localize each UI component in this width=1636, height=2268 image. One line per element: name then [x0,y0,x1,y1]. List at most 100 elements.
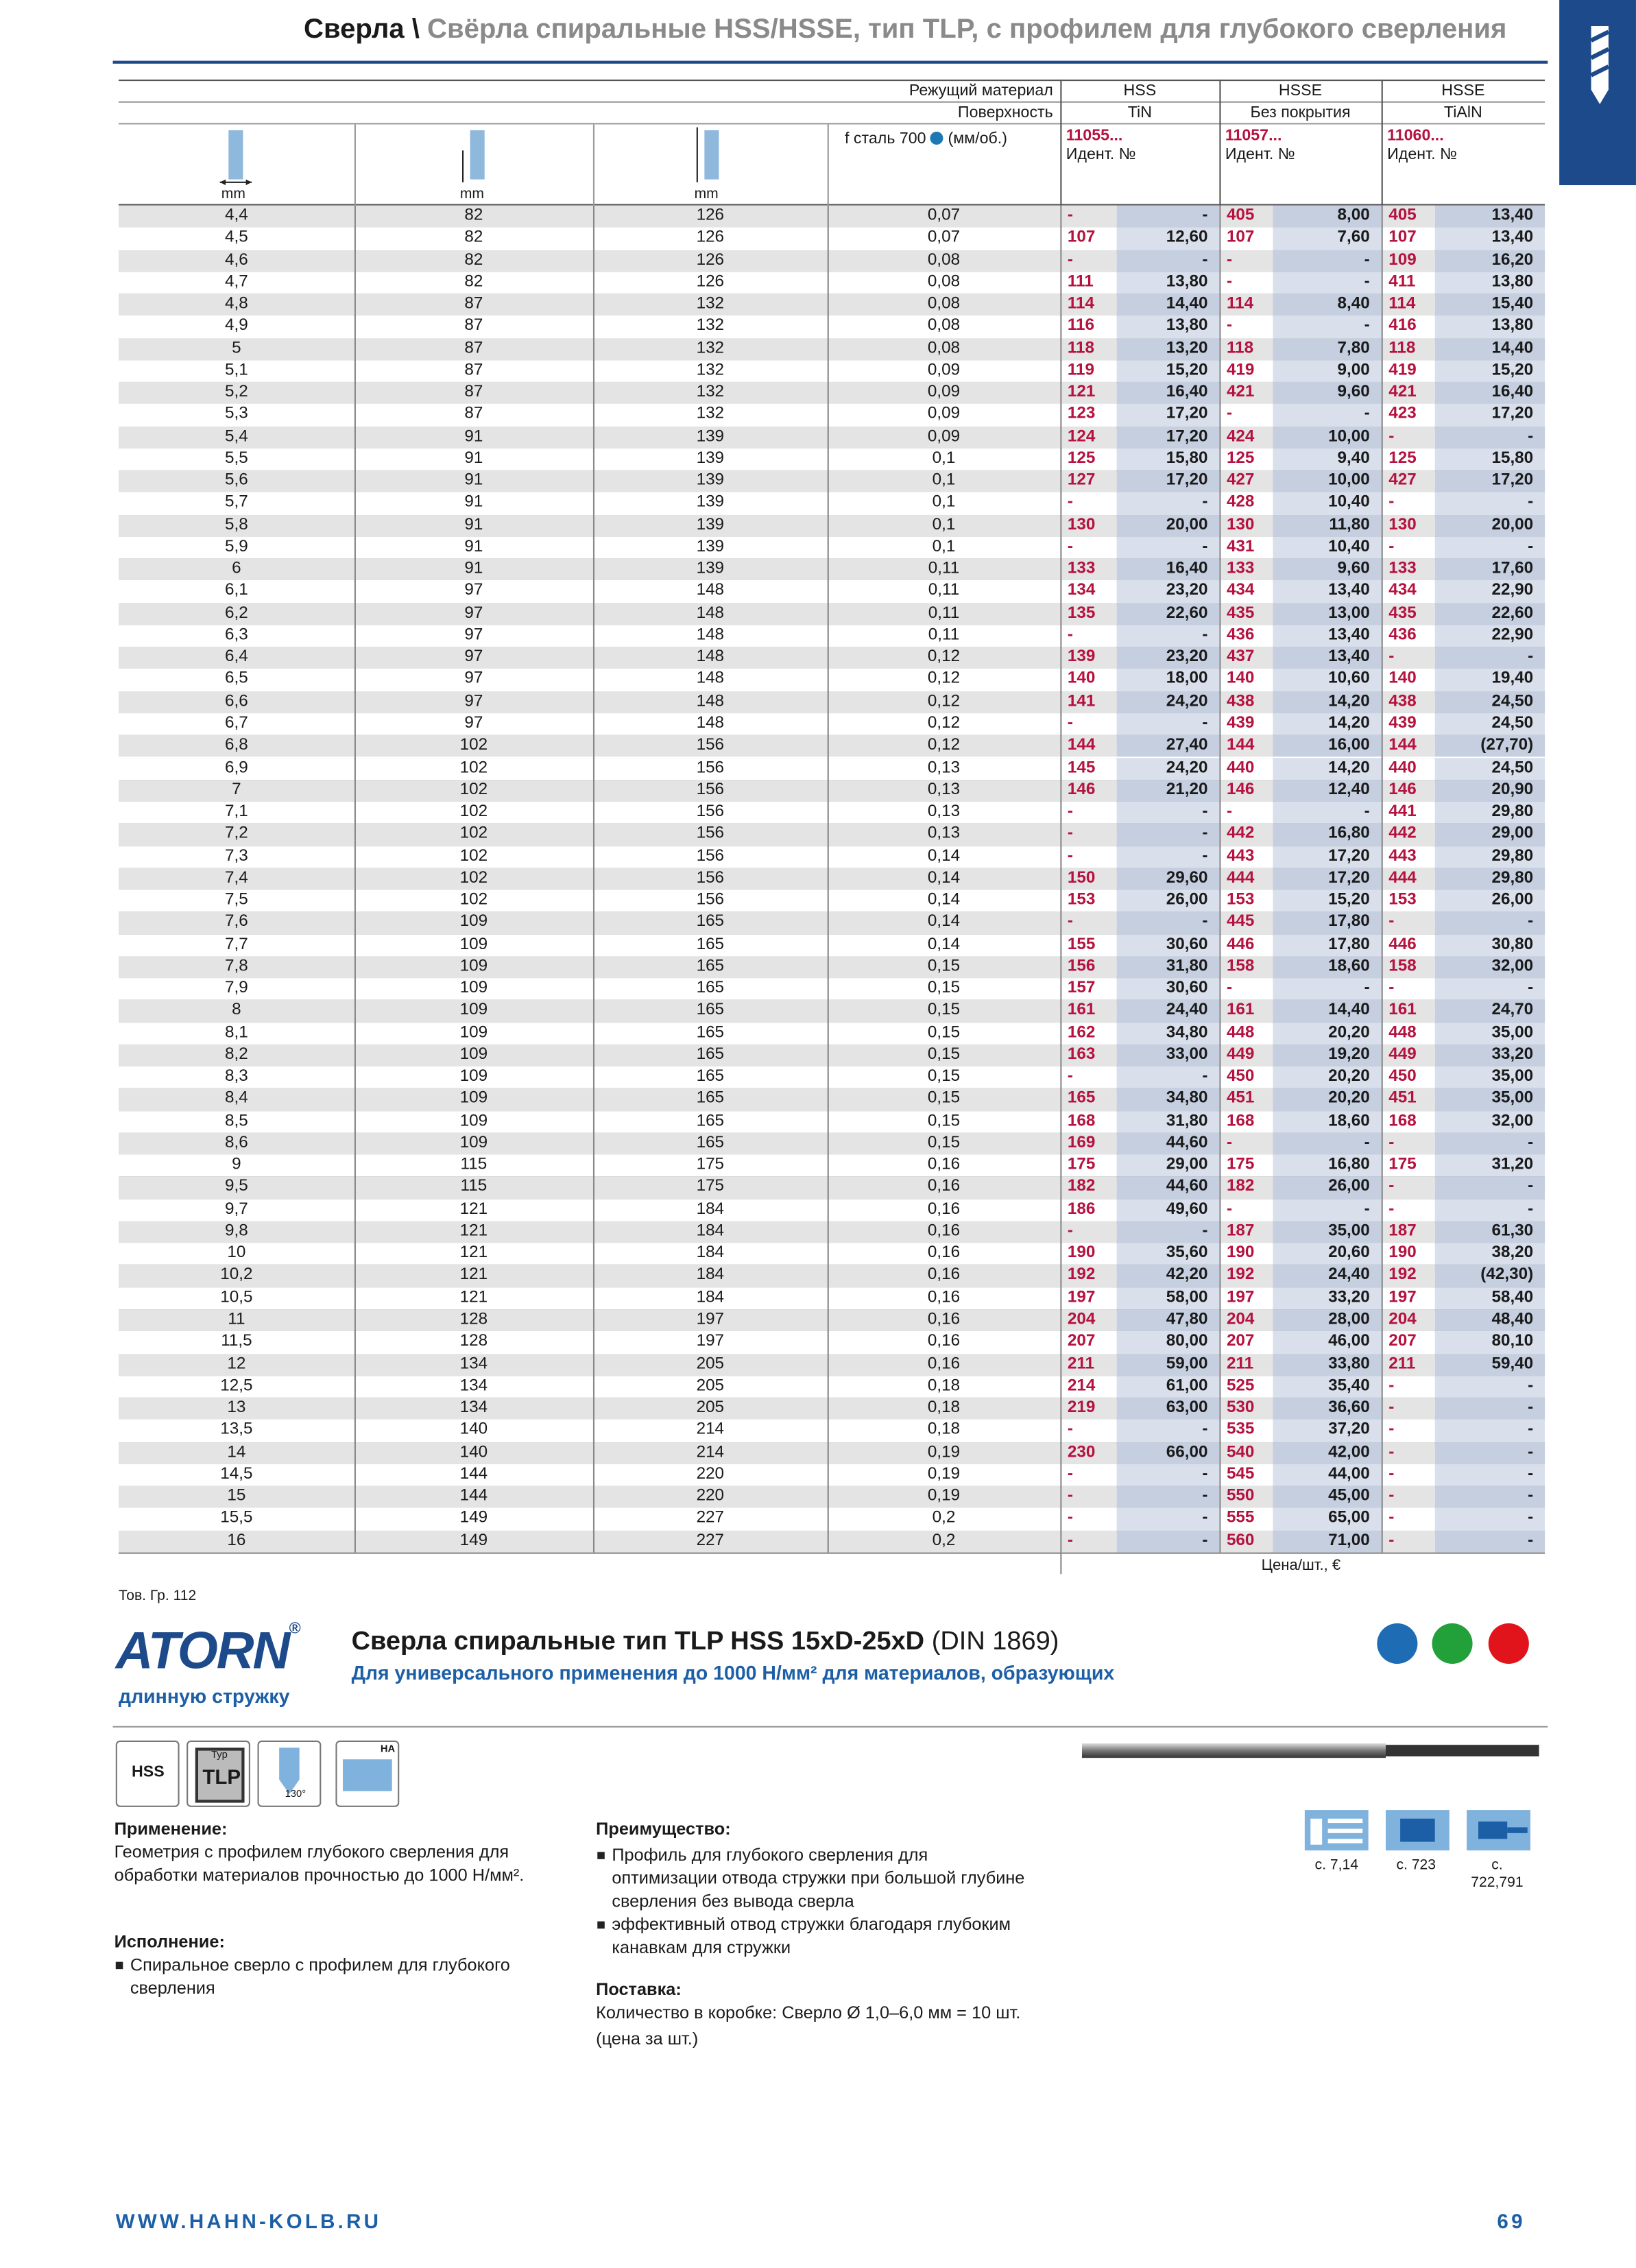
cell: 102 [354,801,593,824]
cell: 7,8 [118,956,354,979]
cell: 165 [592,1022,828,1045]
cell: 31,80 [1116,1110,1220,1133]
cell: 149 [354,1530,593,1553]
heading: Исполнение: [114,1931,225,1952]
cell: 190 [1219,1243,1273,1265]
cell: 14,40 [1116,294,1220,316]
cell: 8,00 [1273,205,1382,228]
cell: 102 [354,757,593,780]
cell: - [1381,1442,1435,1464]
cell: 148 [592,625,828,647]
cell: 17,80 [1273,933,1382,957]
cell: 102 [354,735,593,758]
cell: 16,40 [1434,382,1545,405]
design: Исполнение: Спиральное сверло с профилем … [115,1930,563,1999]
cell: 91 [354,514,593,537]
cell: 32,00 [1434,1110,1545,1133]
subtitle: Для универсального применения до 1000 Н/… [351,1662,1115,1684]
badge-text: HSS [131,1763,165,1781]
badge-text: Typ [211,1750,228,1761]
cell: 130 [1219,514,1273,537]
cell: 82 [354,205,593,228]
cell: 219 [1060,1397,1117,1420]
cell: 24,40 [1273,1265,1382,1287]
cell: 6,8 [118,735,354,758]
cell: 133 [1381,558,1435,581]
cell: 97 [354,625,593,647]
cell: 23,20 [1116,647,1220,669]
cell: 44,60 [1116,1132,1220,1155]
cell: - [1219,1132,1273,1155]
cell: 107 [1219,227,1273,250]
cell: 24,20 [1116,691,1220,713]
cell: 80,00 [1116,1331,1220,1354]
cell: 58,00 [1116,1287,1220,1310]
cell: 150 [1060,868,1117,890]
material-dots [1377,1623,1529,1664]
cell: 0,08 [827,337,1061,360]
list-item: Профиль для глубокого сверления для опти… [596,1843,1030,1913]
cell: 116 [1060,315,1117,338]
cell: 184 [592,1221,828,1243]
cell: 97 [354,691,593,713]
cell: 42,00 [1273,1442,1382,1464]
cell: 156 [592,868,828,890]
cell: 26,00 [1434,890,1545,912]
cell: 34,80 [1116,1022,1220,1045]
cell: - [1381,1530,1435,1553]
cell: 560 [1219,1530,1273,1553]
cell: 7,2 [118,823,354,846]
cell: 165 [592,933,828,957]
cell: 7,1 [118,801,354,824]
cell: - [1381,492,1435,515]
cell: 0,12 [827,713,1061,736]
cell: 146 [1060,779,1117,802]
cell: - [1060,1420,1117,1442]
cell: 443 [1219,846,1273,868]
cell: 211 [1219,1353,1273,1376]
cell: 4,8 [118,294,354,316]
cell: 24,70 [1434,1000,1545,1023]
cell: - [1273,978,1382,1001]
cell: - [1273,801,1382,824]
ref-icons [1304,1810,1530,1851]
cell: 139 [592,536,828,559]
article-number: 11057... [1225,127,1282,145]
cell: 14,20 [1273,713,1382,736]
cell: 37,20 [1273,1420,1382,1442]
cell: 17,20 [1434,470,1545,493]
cell: 29,00 [1434,823,1545,846]
cell: 0,08 [827,315,1061,338]
cell: 132 [592,404,828,427]
cell: - [1381,1420,1435,1442]
cell: 0,09 [827,426,1061,449]
badge: Typ TLP [187,1740,250,1807]
cell: 168 [1219,1110,1273,1133]
cell: 449 [1219,1044,1273,1067]
badge-text: HA [380,1745,396,1755]
cell: 443 [1381,846,1435,868]
cell: 192 [1381,1265,1435,1287]
cell: 29,00 [1116,1154,1220,1177]
cell: 446 [1381,933,1435,957]
cell: 15 [118,1485,354,1508]
steel-dot [930,131,944,145]
cell: - [1381,1132,1435,1155]
cell: 8 [118,1000,354,1023]
cell: 27,40 [1116,735,1220,758]
material-label: Режущий материал [909,82,1053,100]
cell: 165 [1060,1088,1117,1111]
cell: 0,13 [827,823,1061,846]
cell: 109 [354,911,593,934]
cell: 439 [1381,713,1435,736]
note: (цена за шт.) [596,2028,699,2049]
cell: 211 [1060,1353,1117,1376]
cell: 135 [1060,603,1117,625]
cell: 148 [592,647,828,669]
cell: 115 [354,1177,593,1199]
cell: 204 [1219,1309,1273,1332]
cell: 109 [354,956,593,979]
cell: 0,18 [827,1397,1061,1420]
cell: 29,60 [1116,868,1220,890]
